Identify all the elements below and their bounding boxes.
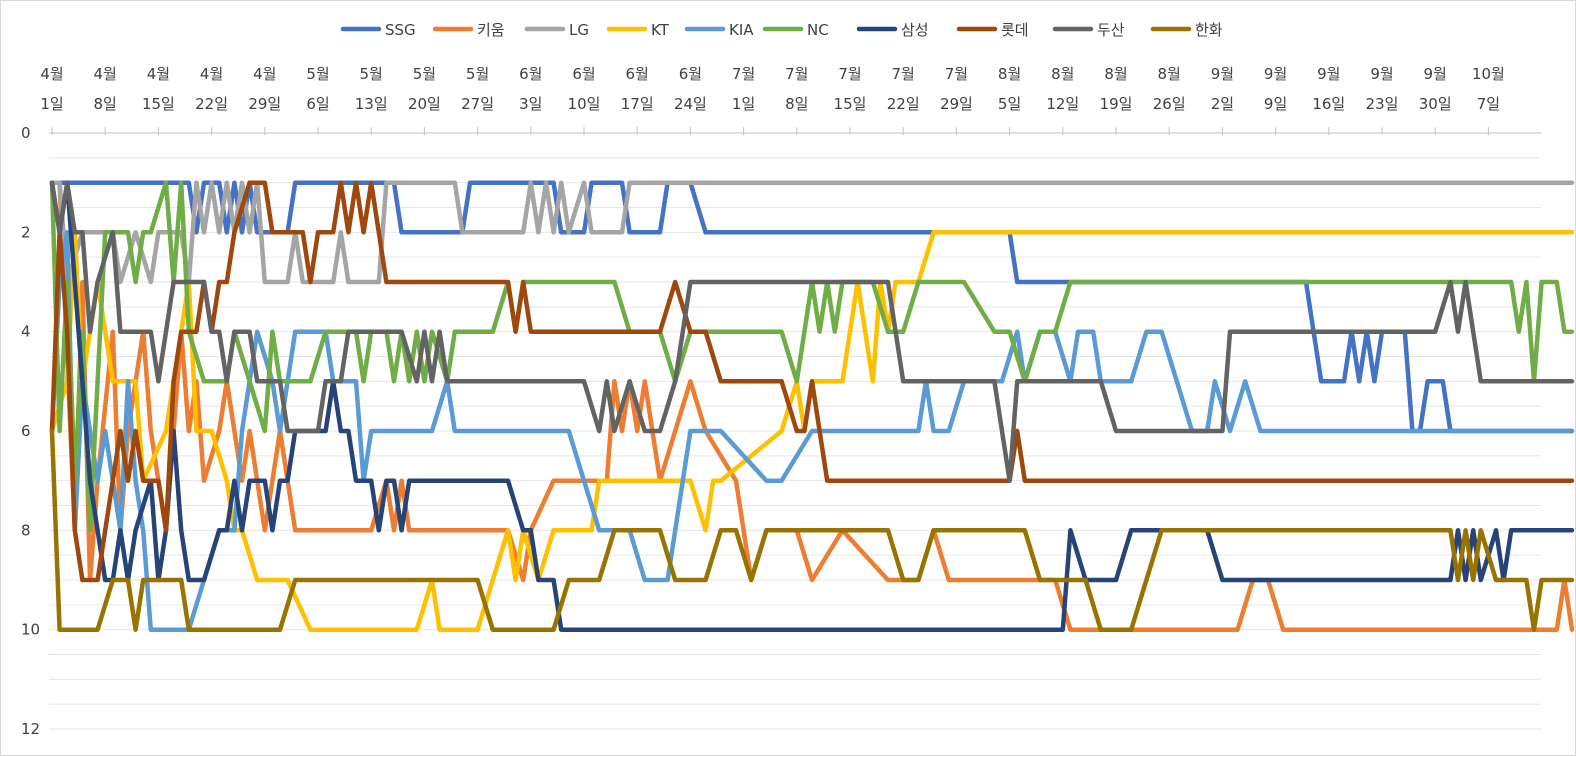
x-tick-month: 9월 (1211, 65, 1234, 83)
x-tick-month: 7월 (785, 65, 808, 83)
x-tick-day: 8일 (785, 95, 808, 113)
x-tick-day: 27일 (461, 95, 494, 113)
x-tick-month: 9월 (1370, 65, 1393, 83)
x-tick-month: 8월 (1051, 65, 1074, 83)
legend-label: KIA (729, 21, 754, 39)
x-tick-month: 5월 (306, 65, 329, 83)
series-line-7 (49, 180, 1575, 632)
x-tick-day: 24일 (674, 95, 707, 113)
x-tick-day: 10일 (568, 95, 601, 113)
y-tick-label: 8 (21, 521, 31, 539)
x-tick-month: 9월 (1424, 65, 1447, 83)
x-tick-day: 3일 (519, 95, 542, 113)
x-tick-day: 6일 (306, 95, 329, 113)
x-tick-day: 7일 (1477, 95, 1500, 113)
x-tick-month: 6월 (572, 65, 595, 83)
x-tick-day: 23일 (1366, 95, 1399, 113)
series-lines (49, 180, 1575, 632)
x-tick-day: 17일 (621, 95, 654, 113)
x-tick-month: 8월 (998, 65, 1021, 83)
legend-label: 롯데 (1001, 21, 1029, 39)
x-tick-day: 8일 (94, 95, 117, 113)
x-tick-day: 29일 (248, 95, 281, 113)
legend-label: 키움 (477, 21, 505, 39)
x-tick-day: 22일 (195, 95, 228, 113)
legend-label: NC (807, 21, 829, 39)
x-tick-day: 15일 (142, 95, 175, 113)
x-tick-day: 16일 (1312, 95, 1345, 113)
y-tick-label: 6 (21, 422, 31, 440)
x-tick-day: 2일 (1211, 95, 1234, 113)
y-axis: 0 2 4 6 8 10 12 (21, 124, 40, 738)
x-tick-month: 4월 (94, 65, 117, 83)
x-tick-day: 9일 (1264, 95, 1287, 113)
x-tick-month: 7월 (732, 65, 755, 83)
x-tick-month: 8월 (1158, 65, 1181, 83)
x-tick-month: 6월 (626, 65, 649, 83)
legend-label: LG (569, 21, 589, 39)
x-tick-day: 26일 (1153, 95, 1186, 113)
x-tick-month: 7월 (892, 65, 915, 83)
series-line-9 (49, 180, 1575, 483)
legend-label: KT (651, 21, 670, 39)
y-tick-label: 12 (21, 720, 40, 738)
x-tick-day: 29일 (940, 95, 973, 113)
x-tick-day: 1일 (732, 95, 755, 113)
x-tick-month: 5월 (466, 65, 489, 83)
x-tick-day: 12일 (1046, 95, 1079, 113)
legend-label: 한화 (1195, 21, 1223, 39)
x-tick-day: 5일 (998, 95, 1021, 113)
x-tick-month: 5월 (413, 65, 436, 83)
legend-label: 두산 (1097, 21, 1125, 39)
series-line-4 (49, 230, 1575, 632)
x-tick-month: 4월 (40, 65, 63, 83)
x-tick-month: 9월 (1264, 65, 1287, 83)
y-tick-label: 2 (21, 223, 31, 241)
x-tick-month: 10월 (1472, 65, 1505, 83)
y-tick-label: 10 (21, 621, 40, 639)
x-tick-day: 19일 (1100, 95, 1133, 113)
x-tick-month: 6월 (679, 65, 702, 83)
x-tick-month: 6월 (519, 65, 542, 83)
x-tick-month: 4월 (253, 65, 276, 83)
x-tick-month: 9월 (1317, 65, 1340, 83)
x-tick-month: 4월 (200, 65, 223, 83)
x-tick-month: 7월 (945, 65, 968, 83)
legend: SSG 키움 LG KT KIA NC 삼성 롯데 두산 한화 (340, 21, 1223, 39)
series-line-8 (49, 180, 1575, 583)
legend-label: 삼성 (901, 21, 929, 39)
x-tick-day: 20일 (408, 95, 441, 113)
x-tick-month: 5월 (360, 65, 383, 83)
series-line-10 (49, 428, 1575, 632)
x-tick-month: 8월 (1104, 65, 1127, 83)
x-tick-day: 30일 (1419, 95, 1452, 113)
series-line-6 (49, 180, 1575, 533)
y-tick-label: 0 (21, 124, 31, 142)
y-tick-label: 4 (21, 323, 31, 341)
x-tick-day: 15일 (834, 95, 867, 113)
x-tick-day: 1일 (40, 95, 63, 113)
legend-label: SSG (385, 21, 416, 39)
x-tick-month: 7월 (838, 65, 861, 83)
x-tick-day: 13일 (355, 95, 388, 113)
x-tick-day: 22일 (887, 95, 920, 113)
x-axis: 4월 1일 4월 8일 4월 15일 4월 22일 4월 29일 5월 6일 5월 13일 5월 20일 5월 2… (40, 65, 1541, 135)
series-line-3 (49, 180, 1575, 285)
x-tick-month: 4월 (147, 65, 170, 83)
